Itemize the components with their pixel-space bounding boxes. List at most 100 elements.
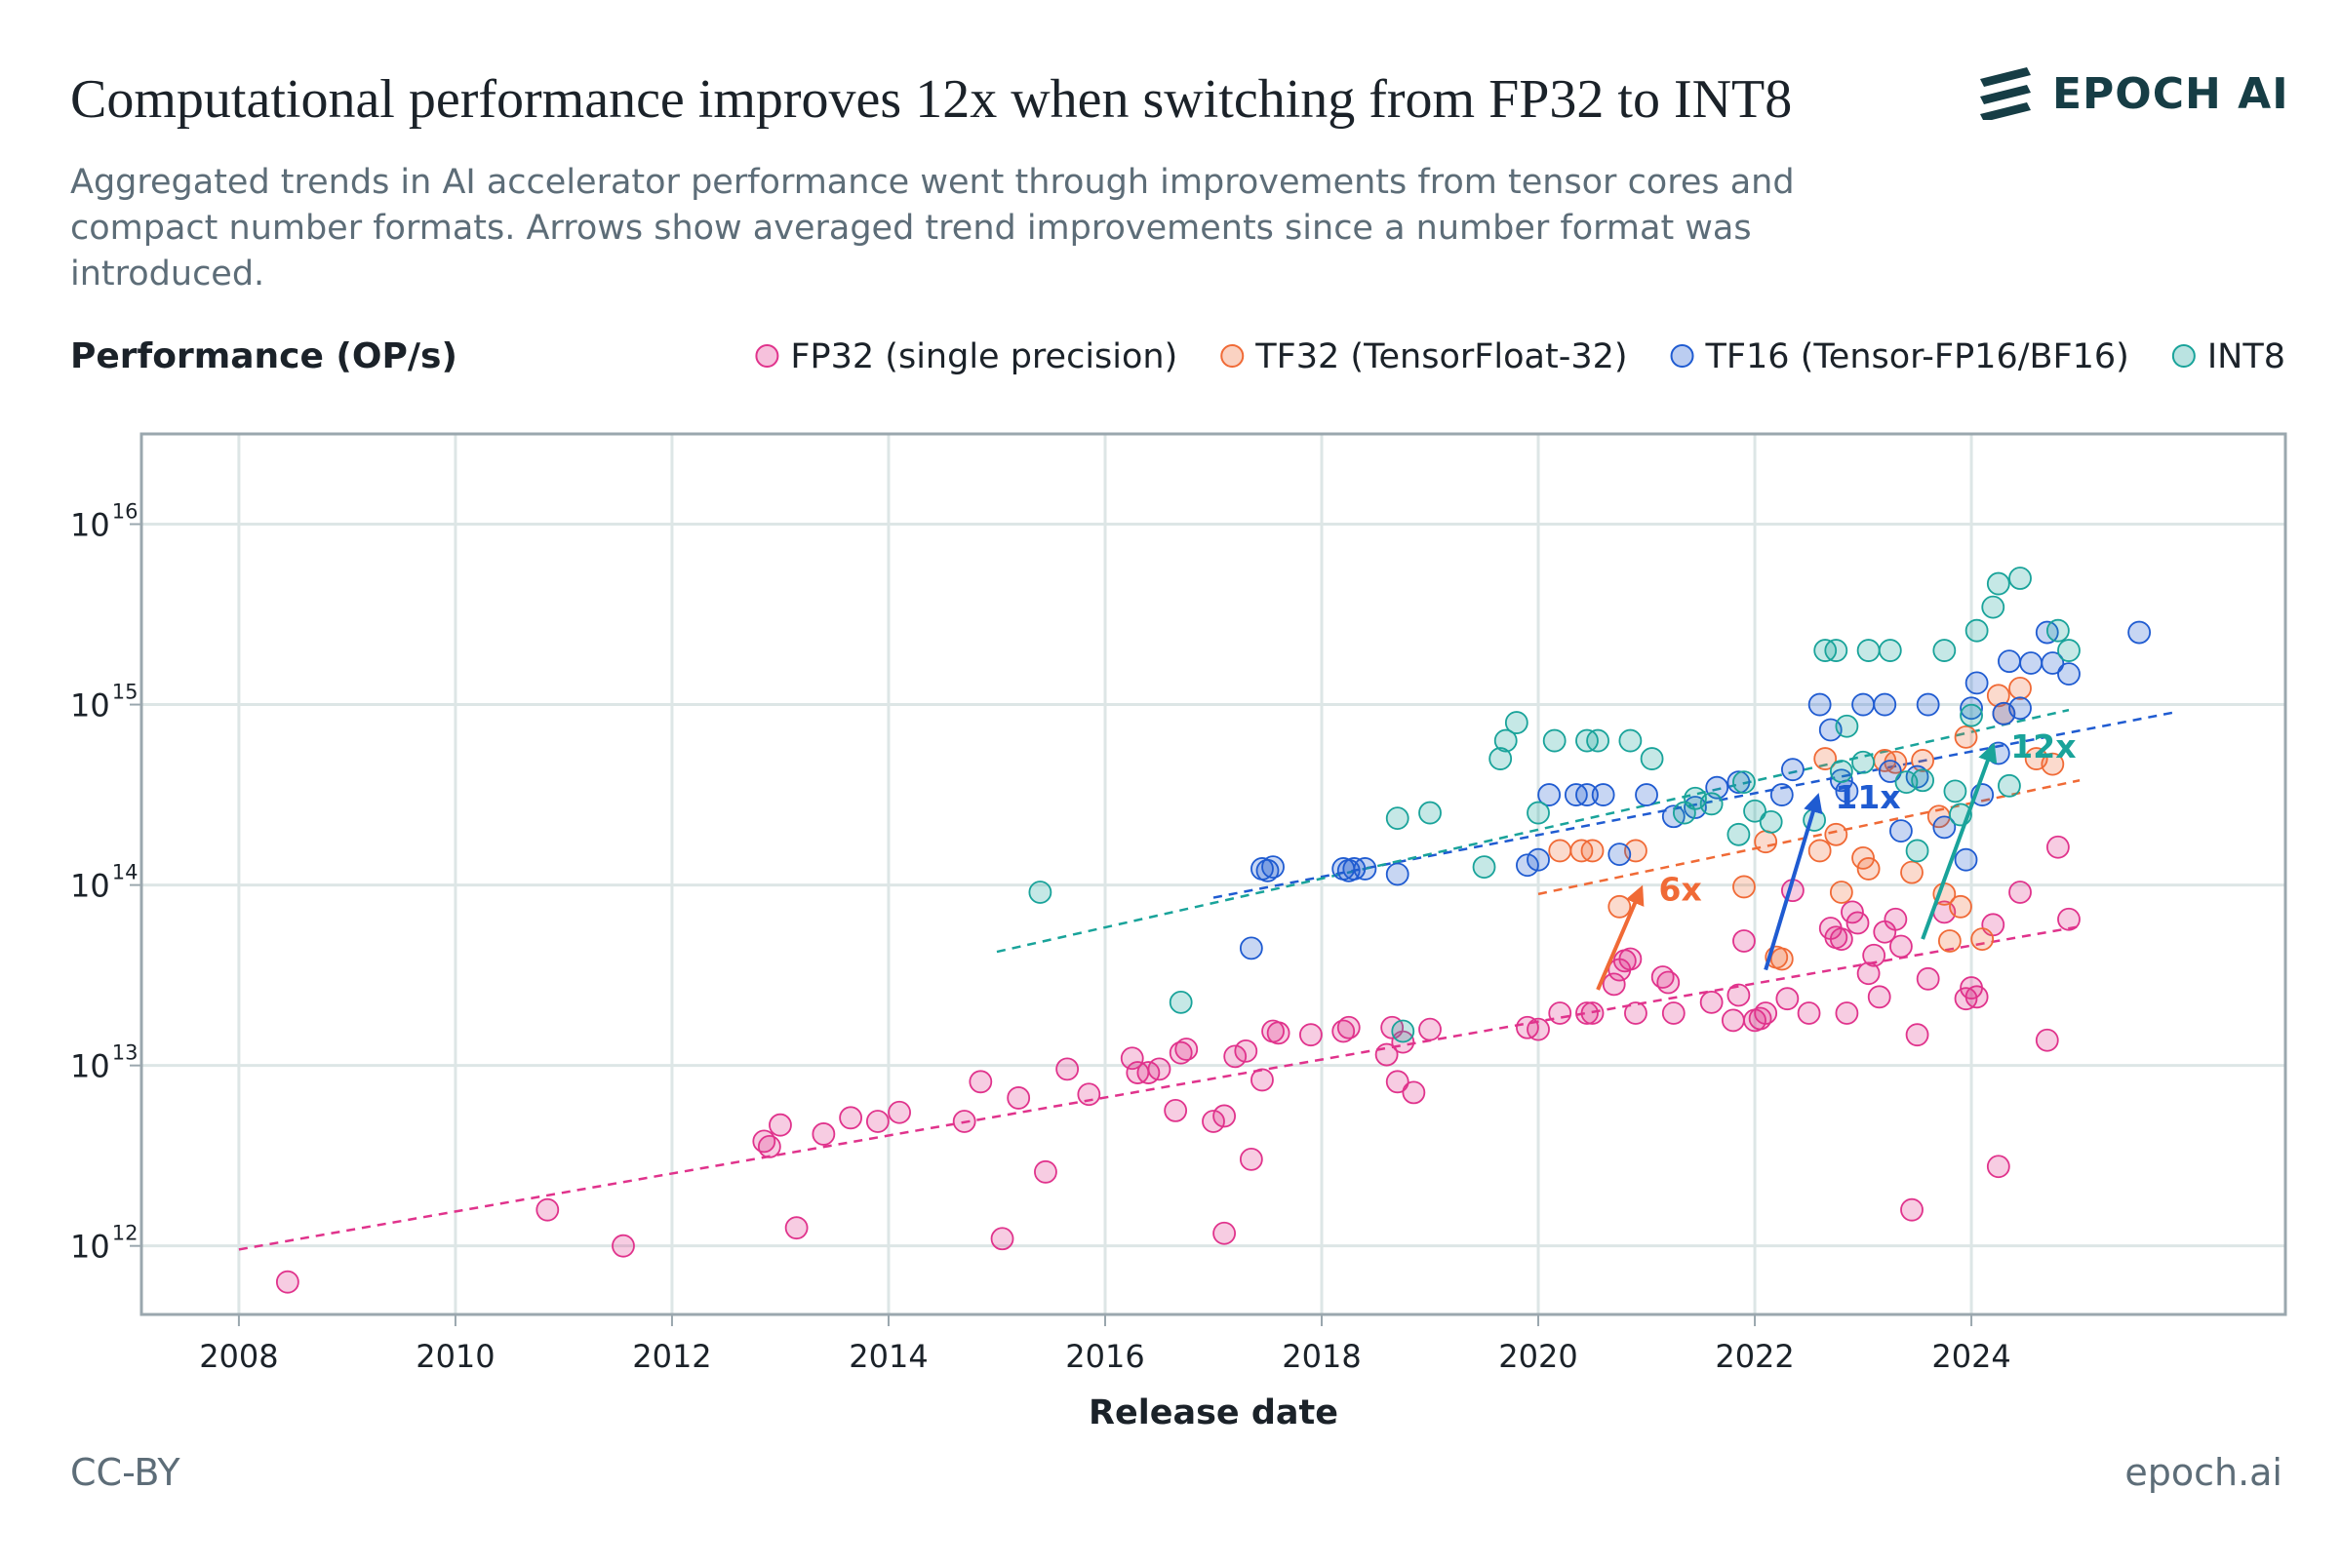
data-point-int8 [1391, 1019, 1415, 1043]
improvement-arrow-tf16 [1764, 793, 1823, 971]
data-point-fp32 [1624, 1001, 1647, 1025]
data-point-int8 [2057, 639, 2081, 662]
y-tick-exponent: 15 [112, 681, 139, 704]
data-point-fp32 [952, 1110, 976, 1133]
legend-marker-int8 [2171, 344, 2196, 368]
scatter-chart: Performance (OP/s) Release date INT8 TF16 (… [70, 336, 2287, 1432]
data-point-fp32 [1775, 987, 1800, 1011]
trend-line-tf32 [1537, 779, 2081, 896]
data-point-fp32 [1797, 1001, 1821, 1025]
data-point-tf32 [1813, 747, 1838, 770]
epoch-logo-icon [1980, 67, 2031, 120]
data-point-tf32 [1900, 860, 1924, 884]
data-point-int8 [1759, 809, 1783, 834]
y-axis-label: Performance (OP/s) [70, 336, 457, 376]
data-point-fp32 [1841, 900, 1864, 924]
data-point-fp32 [1385, 1070, 1409, 1094]
data-point-tf16 [2057, 662, 2081, 686]
data-point-int8 [1932, 639, 1957, 662]
y-tick-exponent: 12 [112, 1222, 139, 1245]
data-point-fp32 [1916, 966, 1940, 991]
legend-label-fp32: FP32 (single precision) [790, 337, 1177, 376]
data-point-tf16 [1537, 783, 1562, 806]
data-point-int8 [1986, 571, 2010, 596]
data-point-tf32 [1851, 845, 1875, 870]
data-point-fp32 [812, 1122, 836, 1146]
site-link[interactable]: epoch.ai [2124, 1451, 2282, 1494]
data-point-tf16 [1878, 760, 1902, 783]
data-point-tf32 [1856, 857, 1881, 881]
data-point-tf16 [1769, 783, 1794, 806]
data-point-fp32 [865, 1110, 890, 1133]
data-point-int8 [1851, 750, 1875, 774]
data-point-fp32 [1212, 1104, 1237, 1128]
data-point-tf32 [1829, 881, 1853, 904]
data-point-fp32 [1007, 1086, 1031, 1110]
data-point-int8 [2008, 567, 2032, 590]
data-point-tf32 [1954, 725, 1978, 749]
data-point-fp32 [1164, 1099, 1188, 1122]
data-point-tf16 [1781, 758, 1805, 782]
improvement-label-tf16: 11x [1835, 778, 1900, 816]
data-point-fp32 [1147, 1057, 1171, 1081]
data-point-fp32 [1120, 1046, 1144, 1071]
data-point-tf16 [1607, 843, 1632, 867]
data-point-tf32 [2041, 752, 2065, 776]
data-point-fp32 [1077, 1082, 1101, 1107]
data-point-fp32 [1418, 1017, 1442, 1041]
data-point-fp32 [1527, 1017, 1550, 1041]
data-point-int8 [1960, 703, 1983, 727]
data-point-tf16 [1575, 783, 1599, 806]
data-point-int8 [1418, 801, 1442, 825]
data-point-tf16 [1964, 671, 1989, 695]
data-point-tf16 [1932, 815, 1957, 840]
data-point-fp32 [1964, 985, 1989, 1009]
x-tick-label: 2018 [1282, 1338, 1361, 1375]
data-point-fp32 [757, 1135, 781, 1158]
improvement-arrow-tf32 [1596, 884, 1645, 991]
data-point-tf32 [1937, 929, 1962, 953]
data-point-tf16 [1960, 696, 1983, 721]
data-point-fp32 [612, 1234, 635, 1258]
legend-label-tf32: TF32 (TensorFloat-32) [1254, 337, 1627, 376]
data-point-fp32 [1699, 990, 1724, 1014]
data-point-fp32 [1299, 1023, 1323, 1047]
data-point-fp32 [1034, 1159, 1057, 1184]
legend-marker-tf16 [1670, 344, 1694, 368]
data-point-fp32 [839, 1106, 863, 1130]
data-point-int8 [1964, 618, 1989, 643]
data-point-int8 [1527, 801, 1550, 825]
data-point-int8 [1586, 728, 1609, 753]
data-point-int8 [1726, 822, 1751, 846]
data-point-int8 [1385, 806, 1409, 831]
data-point-int8 [1028, 881, 1052, 904]
data-point-tf32 [1807, 839, 1832, 863]
data-point-fp32 [1602, 972, 1626, 997]
data-point-tf16 [1851, 692, 1875, 717]
data-point-fp32 [888, 1100, 911, 1124]
data-point-tf16 [1635, 783, 1658, 806]
improvement-label-int8: 12x [2010, 727, 2076, 765]
brand-logo[interactable]: EPOCH AI [1976, 64, 2289, 123]
data-point-fp32 [1884, 907, 1908, 931]
data-point-fp32 [1336, 1015, 1361, 1039]
x-tick-label: 2008 [199, 1338, 278, 1375]
data-point-fp32 [1402, 1080, 1426, 1105]
data-point-tf32 [1970, 927, 1995, 952]
data-point-int8 [1618, 728, 1643, 753]
x-tick-label: 2010 [416, 1338, 495, 1375]
plot-area [141, 434, 2285, 1314]
data-point-int8 [1169, 990, 1193, 1014]
data-point-tf16 [2041, 651, 2065, 675]
data-point-fp32 [1835, 1001, 1859, 1025]
data-point-fp32 [1212, 1221, 1237, 1245]
data-point-tf16 [1261, 855, 1285, 879]
legend-label-int8: INT8 [2207, 337, 2285, 376]
data-point-fp32 [1900, 1197, 1924, 1222]
data-point-fp32 [1174, 1038, 1199, 1061]
data-point-tf16 [1516, 853, 1539, 878]
data-point-tf32 [1949, 894, 1972, 919]
data-point-int8 [1878, 639, 1902, 662]
data-point-fp32 [1223, 1044, 1248, 1069]
data-point-tf16 [1385, 862, 1409, 886]
